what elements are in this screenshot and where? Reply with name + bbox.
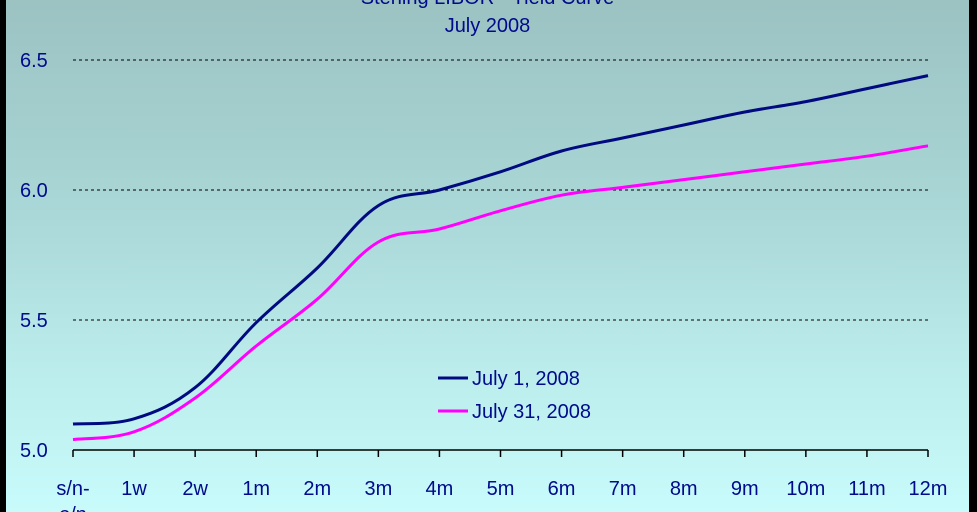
x-tick-label: s/n-	[56, 478, 89, 500]
y-tick-label: 5.0	[20, 440, 48, 462]
legend-label: July 31, 2008	[472, 401, 591, 423]
x-tick-label: 12m	[909, 478, 948, 500]
x-tick-label: 10m	[786, 478, 825, 500]
legend: July 1, 2008 July 31, 2008	[438, 368, 591, 423]
x-axis: s/n-o/n 1w 2w 1m 2m 3m 4m 5m 6m 7m 8m 9m 10m 11m 12m	[56, 449, 948, 512]
line-chart: 5.0 5.5 6.0 6.5 s/n-o/n 1w 2w 1m 2m 3m 4m 5m 6m 7m 8m…	[20, 50, 948, 512]
y-axis: 5.0 5.5 6.0 6.5	[20, 50, 48, 462]
gridlines	[73, 59, 928, 321]
x-tick-label: 2w	[182, 478, 208, 500]
chart-title: Sterling LIBOR - Yield Curve	[6, 0, 969, 10]
x-tick-label: 1m	[242, 478, 270, 500]
chart-subtitle: July 2008	[444, 15, 531, 37]
x-tick-label: 6m	[548, 478, 576, 500]
series-line-2	[72, 144, 929, 442]
x-tick-label: 1w	[121, 478, 147, 500]
x-tick-label: o/n	[59, 504, 87, 512]
series-lines	[72, 74, 929, 442]
x-tick-label: 2m	[303, 478, 331, 500]
x-tick-label: 9m	[731, 478, 759, 500]
chart-frame: Sterling LIBOR - Yield Curve July 2008 5…	[6, 0, 969, 512]
y-tick-label: 5.5	[20, 310, 48, 332]
series-line-1	[72, 74, 929, 426]
y-tick-label: 6.5	[20, 50, 48, 72]
x-tick-label: 8m	[670, 478, 698, 500]
x-tick-label: 5m	[487, 478, 515, 500]
x-tick-label: 4m	[426, 478, 454, 500]
legend-label: July 1, 2008	[472, 368, 580, 390]
x-tick-label: 7m	[609, 478, 637, 500]
x-tick-label: 11m	[848, 478, 885, 500]
y-tick-label: 6.0	[20, 180, 48, 202]
x-tick-label: 3m	[364, 478, 392, 500]
